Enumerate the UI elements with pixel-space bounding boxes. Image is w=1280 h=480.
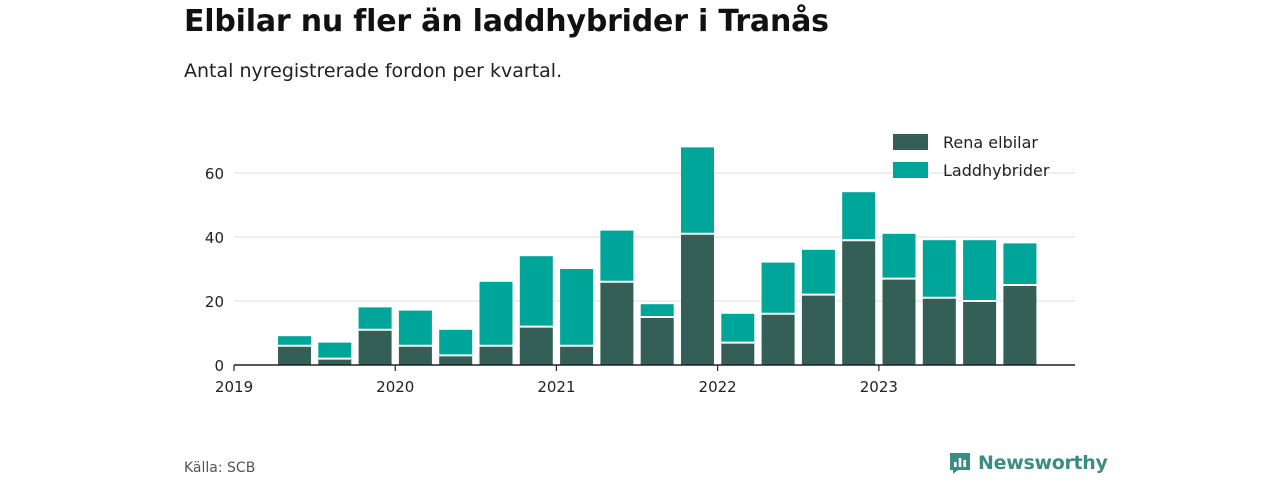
y-tick-label: 60 (205, 165, 224, 183)
bar-laddhybrider: 2022 Q1: 9 (721, 313, 755, 343)
bar-laddhybrider: 2023 Q4: 13 (1003, 243, 1037, 285)
bar-rena-elbilar: 2021 Q4: 41 (681, 233, 714, 365)
newsworthy-logo-icon (950, 453, 970, 474)
bar-rena-elbilar: 2020 Q3: 6 (479, 345, 513, 365)
bar-rena-elbilar: 2020 Q2: 3 (439, 355, 473, 365)
bar-rena-elbilar: 2020 Q4: 12 (519, 326, 553, 365)
bar-laddhybrider: 2021 Q1: 24 (560, 269, 594, 346)
bar-rena-elbilar: 2023 Q4: 25 (1003, 285, 1037, 365)
bar-laddhybrider: 2020 Q2: 8 (439, 329, 473, 356)
legend-label: Laddhybrider (943, 161, 1050, 180)
bar-rena-elbilar: 2021 Q1: 6 (560, 345, 594, 365)
bar-laddhybrider: 2021 Q3: 4 (640, 304, 674, 317)
bar-laddhybrider: 2019 Q2: 3 (278, 336, 311, 346)
bar-laddhybrider: 2020 Q1: 11 (398, 310, 432, 346)
bar-rena-elbilar: 2022 Q1: 7 (721, 342, 755, 365)
bar-rena-elbilar: 2019 Q2: 6 (278, 345, 311, 365)
bar-laddhybrider: 2019 Q4: 7 (358, 307, 392, 330)
y-tick-label: 0 (214, 357, 224, 375)
chart-title: Elbilar nu fler än laddhybrider i Tranås (184, 4, 829, 39)
bar-laddhybrider: 2023 Q3: 19 (963, 240, 997, 301)
x-tick-label: 2021 (537, 378, 575, 396)
brand-name: Newsworthy (978, 452, 1108, 474)
bar-rena-elbilar: 2022 Q4: 39 (842, 240, 876, 365)
bar-laddhybrider: 2022 Q3: 14 (801, 249, 835, 295)
bar-rena-elbilar: 2022 Q2: 16 (761, 313, 795, 365)
bar-laddhybrider: 2021 Q4: 27 (681, 147, 714, 234)
legend-label: Rena elbilar (943, 133, 1038, 152)
brand-logo: Newsworthy (948, 451, 1108, 475)
bar-rena-elbilar: 2023 Q1: 27 (882, 278, 916, 365)
bar-rena-elbilar: 2023 Q3: 20 (963, 301, 997, 365)
bar-laddhybrider: 2022 Q4: 15 (842, 192, 876, 241)
legend-swatch (893, 162, 928, 178)
bar-laddhybrider: 2023 Q1: 14 (882, 233, 916, 279)
x-tick-label: 2019 (215, 378, 253, 396)
bar-laddhybrider: 2020 Q4: 22 (519, 256, 553, 327)
x-tick-label: 2022 (699, 378, 737, 396)
bar-laddhybrider: 2020 Q3: 20 (479, 281, 513, 346)
bar-rena-elbilar: 2022 Q3: 22 (801, 294, 835, 365)
bar-laddhybrider: 2019 Q3: 5 (318, 342, 352, 359)
x-tick-label: 2020 (376, 378, 414, 396)
bar-rena-elbilar: 2021 Q3: 15 (640, 317, 674, 365)
y-tick-label: 40 (205, 229, 224, 247)
bar-rena-elbilar: 2021 Q2: 26 (600, 281, 634, 365)
legend-swatch (893, 134, 928, 150)
bar-rena-elbilar: 2023 Q2: 21 (922, 297, 956, 365)
bar-rena-elbilar: 2019 Q3: 2 (318, 358, 352, 365)
y-tick-label: 20 (205, 293, 224, 311)
chart-subtitle: Antal nyregistrerade fordon per kvartal. (184, 60, 563, 82)
source-note: Källa: SCB (184, 460, 256, 476)
x-tick-label: 2023 (860, 378, 898, 396)
bar-laddhybrider: 2022 Q2: 16 (761, 262, 795, 314)
bar-rena-elbilar: 2020 Q1: 6 (398, 345, 432, 365)
bar-laddhybrider: 2023 Q2: 18 (922, 240, 956, 298)
bar-laddhybrider: 2021 Q2: 16 (600, 230, 634, 282)
bar-rena-elbilar: 2019 Q4: 11 (358, 329, 392, 365)
